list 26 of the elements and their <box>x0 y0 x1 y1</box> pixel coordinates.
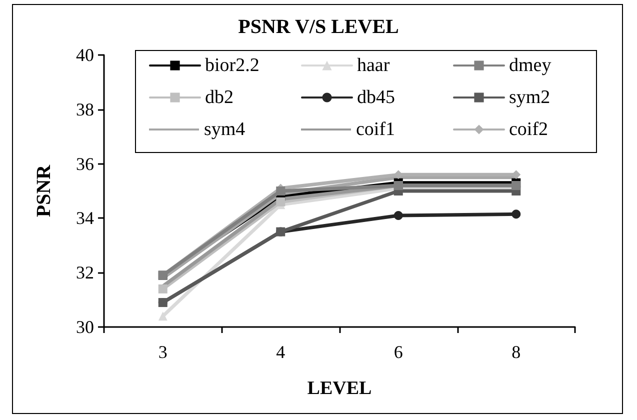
y-tick-label: 40 <box>76 45 94 65</box>
legend-label: coif1 <box>356 119 396 140</box>
legend-label: dmey <box>509 55 552 76</box>
point <box>394 210 403 220</box>
y-tick-label: 34 <box>76 208 94 228</box>
legend-label: haar <box>357 55 390 76</box>
legend-label: sym4 <box>204 119 246 140</box>
x-tick-label: 6 <box>394 342 403 362</box>
legend-label: db2 <box>205 87 234 108</box>
x-tick-label: 3 <box>158 342 168 362</box>
y-axis-title: PSNR <box>33 164 55 218</box>
y-tick-label: 38 <box>76 99 94 120</box>
point <box>512 210 521 219</box>
y-tick-label: 36 <box>76 154 94 174</box>
y-tick-label: 30 <box>76 317 94 337</box>
legend-label: sym2 <box>509 87 550 108</box>
legend-label: bior2.2 <box>205 55 260 76</box>
y-tick-label: 32 <box>76 262 94 283</box>
x-tick-label: 8 <box>512 342 521 362</box>
chart-title: PSNR V/S LEVEL <box>238 16 399 38</box>
x-tick-label: 4 <box>276 342 286 362</box>
x-axis-title: LEVEL <box>307 378 372 399</box>
point <box>276 186 286 196</box>
legend-label: db45 <box>357 87 395 108</box>
legend-label: coif2 <box>509 119 548 140</box>
point <box>158 284 168 294</box>
